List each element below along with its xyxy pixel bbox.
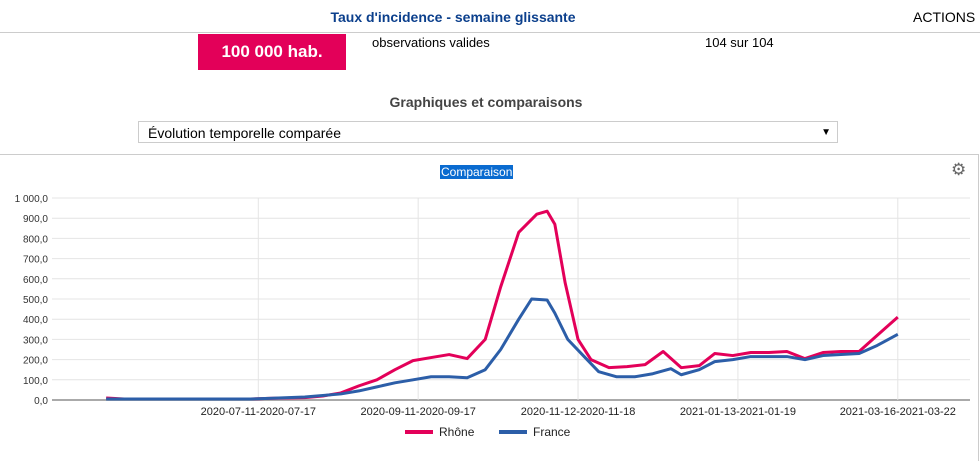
y-tick-label: 300,0 (23, 335, 48, 346)
gear-icon[interactable]: ⚙ (951, 160, 967, 179)
chart-type-select[interactable]: Évolution temporelle comparée ▼ (138, 121, 838, 143)
header-bar (0, 0, 980, 33)
x-tick-label: 2021-01-13-2021-01-19 (680, 406, 796, 418)
y-tick-label: 500,0 (23, 295, 48, 306)
chart-panel (0, 154, 979, 461)
chart-title: Comparaison (440, 165, 514, 179)
y-tick-label: 800,0 (23, 234, 48, 245)
dropdown-arrow-icon: ▼ (821, 127, 831, 138)
x-tick-label: 2020-11-12-2020-11-18 (521, 406, 636, 418)
legend-label: France (533, 425, 571, 439)
x-tick-label: 2020-07-11-2020-07-17 (201, 406, 316, 418)
observations-value: 104 sur 104 (705, 35, 774, 50)
legend-label: Rhône (439, 425, 475, 439)
y-tick-label: 700,0 (23, 255, 48, 266)
actions-menu-button[interactable]: ACTIONS (913, 9, 976, 25)
section-title: Graphiques et comparaisons (389, 94, 583, 110)
y-tick-label: 900,0 (23, 214, 48, 225)
unit-badge: 100 000 hab. (198, 34, 346, 70)
select-value: Évolution temporelle comparée (148, 125, 341, 141)
page-title: Taux d'incidence - semaine glissante (330, 9, 576, 25)
series-line-rhône (106, 209, 899, 401)
y-tick-label: 600,0 (23, 275, 48, 286)
y-tick-label: 0,0 (34, 396, 48, 407)
x-tick-label: 2021-03-16-2021-03-22 (840, 406, 956, 418)
observations-label: observations valides (372, 35, 490, 50)
y-tick-label: 100,0 (23, 376, 48, 387)
y-tick-label: 400,0 (23, 315, 48, 326)
x-tick-label: 2020-09-11-2020-09-17 (360, 406, 475, 418)
series-line-france (106, 297, 899, 401)
y-tick-label: 1 000,0 (15, 194, 49, 205)
y-tick-label: 200,0 (23, 356, 48, 367)
